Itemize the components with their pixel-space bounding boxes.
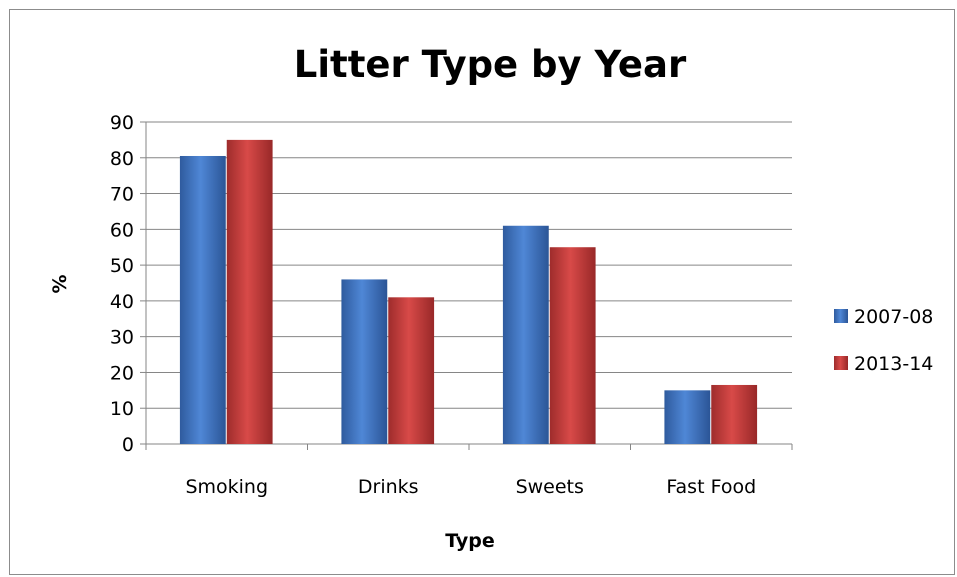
y-tick-label: 70 [110, 184, 134, 206]
y-tick-label: 30 [110, 327, 134, 349]
legend-swatch-2013-14 [834, 356, 848, 370]
category-label: Drinks [358, 476, 419, 498]
y-tick-label: 50 [110, 255, 134, 277]
y-tick-label: 80 [110, 148, 134, 170]
chart-area: Litter Type by Year 0 10 20 30 40 50 60 70 80 90 … [9, 9, 955, 575]
y-tick-label: 90 [110, 112, 134, 134]
y-tick-label: 0 [122, 434, 134, 456]
bar-fast-food-2007-08 [664, 390, 711, 444]
y-tick-label: 20 [110, 362, 134, 384]
legend-label: 2013-14 [854, 353, 933, 375]
category-label: Smoking [185, 476, 268, 498]
y-tick-label: 60 [110, 219, 134, 241]
y-tick-labels: 0 10 20 30 40 50 60 70 80 90 [110, 112, 134, 456]
bar-chart: Litter Type by Year 0102030405060708090 … [49, 43, 933, 552]
legend: 2007-08 2013-14 [834, 306, 933, 375]
chart-title: Litter Type by Year [294, 43, 687, 86]
bars [179, 139, 758, 444]
category-label: Fast Food [666, 476, 756, 498]
y-tick-label: 10 [110, 398, 134, 420]
bar-smoking-2007-08 [179, 155, 226, 444]
legend-swatch-2007-08 [834, 309, 848, 323]
bar-sweets-2013-14 [549, 247, 596, 444]
bar-smoking-2013-14 [226, 139, 273, 444]
bar-fast-food-2013-14 [711, 384, 758, 444]
y-tick-label: 40 [110, 291, 134, 313]
x-axis-title: Type [445, 530, 495, 552]
bar-drinks-2007-08 [341, 279, 388, 444]
category-labels: Smoking Drinks Sweets Fast Food [185, 476, 756, 498]
bar-sweets-2007-08 [502, 225, 549, 444]
category-label: Sweets [516, 476, 584, 498]
y-axis-title: % [49, 274, 71, 293]
legend-label: 2007-08 [854, 306, 933, 328]
bar-drinks-2013-14 [388, 297, 435, 444]
